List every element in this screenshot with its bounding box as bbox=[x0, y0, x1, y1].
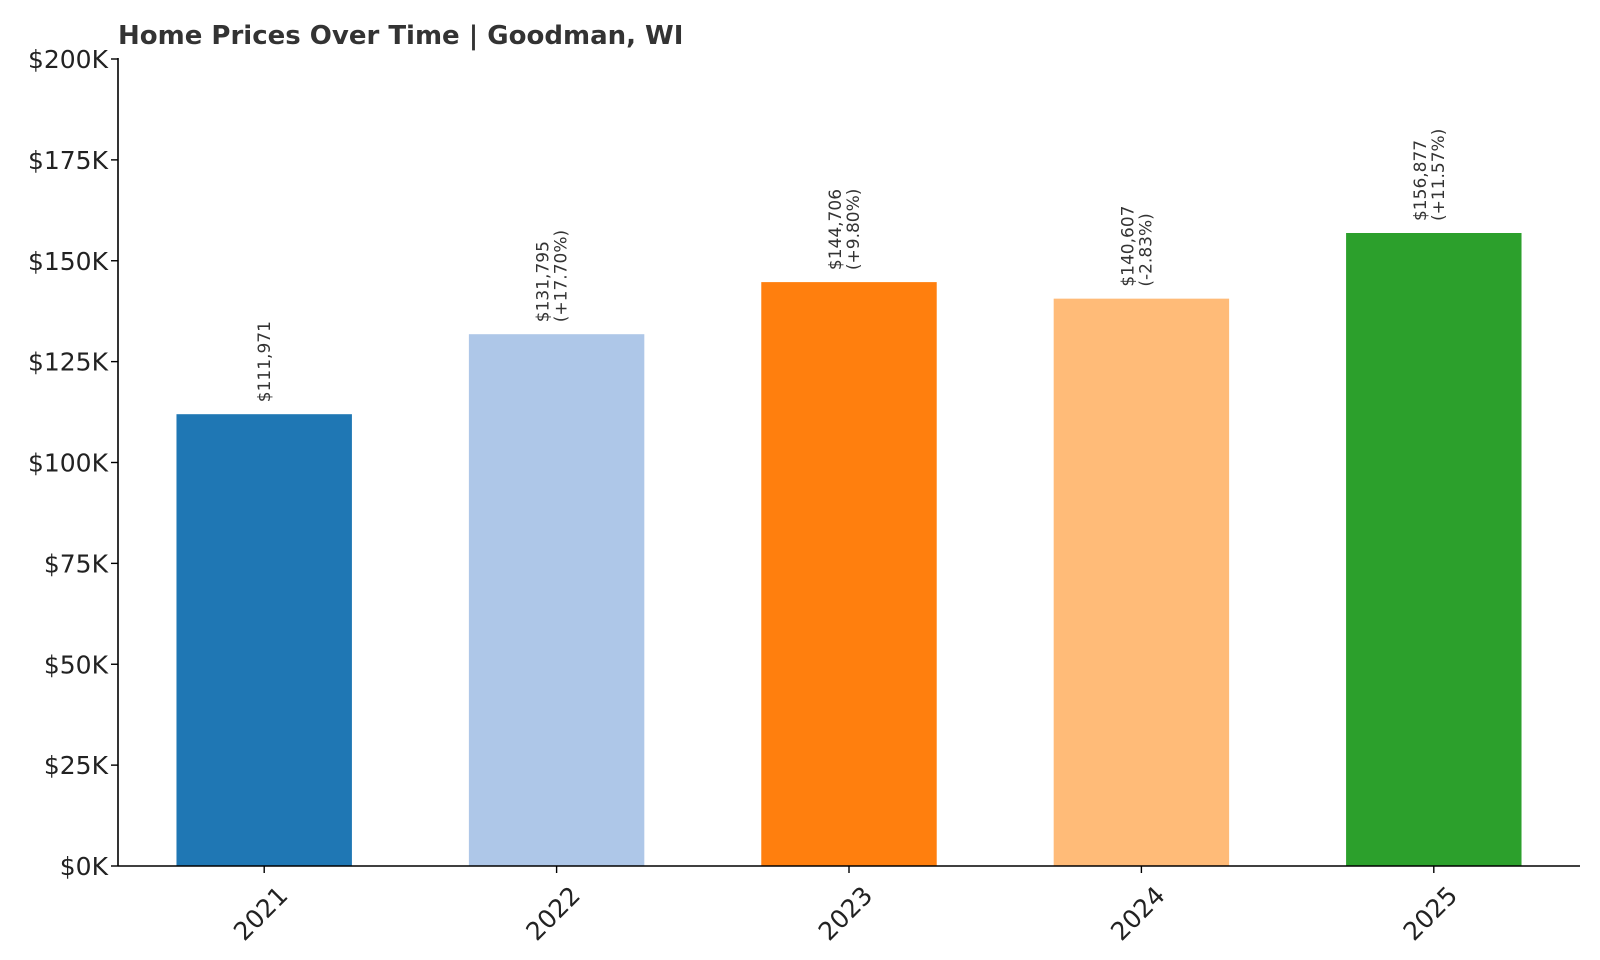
data-label-change: (-2.83%) bbox=[1136, 213, 1156, 286]
y-tick-label: $50K bbox=[44, 650, 109, 679]
data-label-value: $144,706 bbox=[826, 189, 846, 270]
plot-area: $0K $25K $50K $75K $100K $125K $150K $175K $200K… bbox=[28, 45, 1580, 946]
data-label-value: $140,607 bbox=[1118, 206, 1138, 287]
data-label-change: (+9.80%) bbox=[844, 189, 864, 271]
x-tick-label: 2021 bbox=[228, 881, 293, 946]
y-tick-label: $0K bbox=[60, 852, 109, 881]
x-tick-label: 2025 bbox=[1398, 881, 1463, 946]
data-label-change: (+17.70%) bbox=[552, 230, 572, 322]
y-tick-label: $75K bbox=[44, 549, 109, 578]
data-label-value: $156,877 bbox=[1411, 140, 1431, 221]
bar-2022 bbox=[468, 334, 645, 867]
bar-2025 bbox=[1346, 233, 1522, 866]
y-tick-label: $125K bbox=[28, 348, 109, 377]
y-tick-label: $150K bbox=[28, 247, 109, 276]
bar-2023 bbox=[761, 282, 937, 866]
chart-title: Home Prices Over Time | Goodman, WI bbox=[118, 21, 683, 51]
y-tick-label: $175K bbox=[28, 146, 109, 175]
bar-2024 bbox=[1053, 298, 1230, 866]
data-label-change: (+11.57%) bbox=[1429, 129, 1449, 221]
data-label-value: $131,795 bbox=[534, 241, 554, 322]
y-tick-label: $100K bbox=[28, 449, 109, 478]
x-tick-label: 2022 bbox=[520, 881, 585, 946]
y-tick-label: $25K bbox=[44, 751, 109, 780]
data-label-value: $111,971 bbox=[255, 321, 275, 402]
bar-2021 bbox=[176, 414, 352, 866]
x-tick-label: 2023 bbox=[813, 881, 878, 946]
y-tick-label: $200K bbox=[28, 45, 109, 74]
x-tick-label: 2024 bbox=[1105, 881, 1170, 946]
